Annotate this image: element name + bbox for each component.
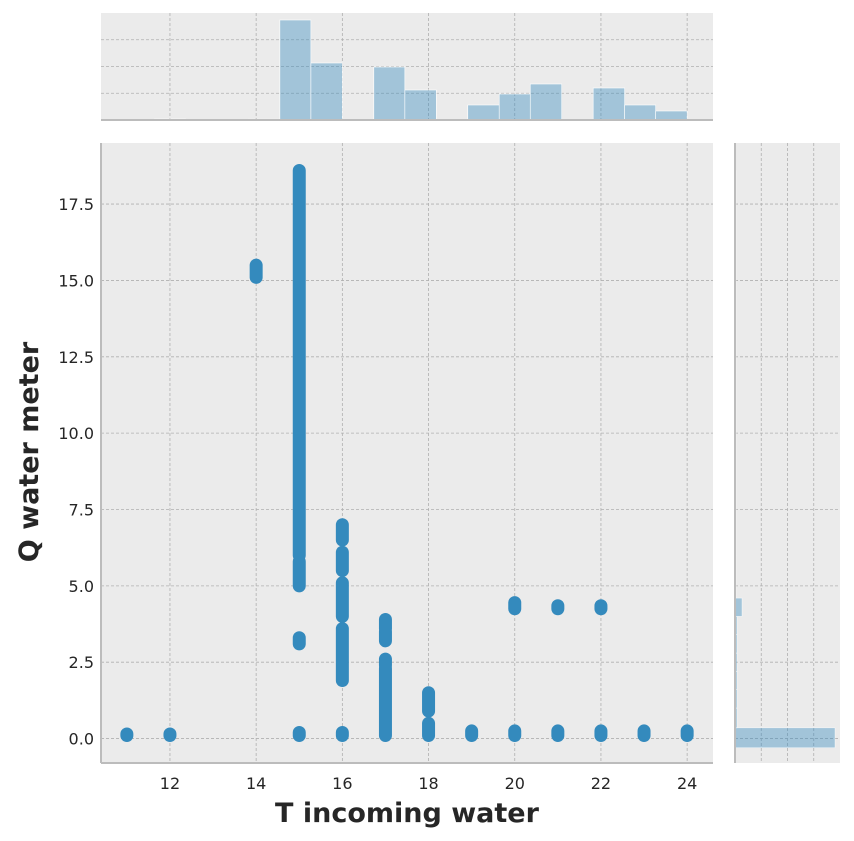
y-axis-title: Q water meter <box>14 341 45 562</box>
x-tick-label: 24 <box>677 774 697 793</box>
y-tick-label: 0.0 <box>69 730 94 749</box>
scatter-point <box>292 163 306 562</box>
scatter-point <box>422 686 436 718</box>
x-tick-label: 12 <box>160 774 180 793</box>
y-tick-label: 7.5 <box>69 501 94 520</box>
scatter-point <box>378 652 392 672</box>
y-tick-label: 12.5 <box>58 348 94 367</box>
scatter-point <box>422 716 436 743</box>
top-histogram-panel <box>101 13 713 121</box>
scatter-point <box>335 518 349 547</box>
scatter-point <box>120 727 134 743</box>
histogram-bar <box>529 83 563 121</box>
histogram-bar <box>734 597 743 617</box>
plot-background <box>101 143 713 763</box>
histogram-bar <box>310 62 343 121</box>
scatter-point <box>508 596 522 616</box>
y-tick-label: 17.5 <box>58 195 94 214</box>
histogram-bar <box>467 104 500 121</box>
scatter-point <box>465 724 479 743</box>
histogram-bar <box>373 66 406 121</box>
x-tick-label: 18 <box>418 774 438 793</box>
scatter-points <box>120 163 694 743</box>
right-histogram-panel <box>734 143 840 763</box>
x-tick-label: 22 <box>591 774 611 793</box>
histogram-bar <box>279 19 312 121</box>
scatter-point <box>163 727 177 743</box>
plot-grid <box>101 143 713 763</box>
right-histogram-grid <box>735 143 840 763</box>
scatter-point <box>292 725 306 743</box>
scatter-point <box>378 612 392 636</box>
scatter-point <box>292 554 306 593</box>
scatter-point <box>335 725 349 743</box>
x-tick-label: 14 <box>246 774 266 793</box>
x-axis-ticks: 12 14 16 18 20 22 24 <box>160 774 698 793</box>
top-histogram-grid <box>101 13 713 120</box>
scatter-point <box>594 599 608 616</box>
histogram-bar <box>624 104 656 121</box>
scatter-point <box>637 724 651 743</box>
y-tick-label: 10.0 <box>58 424 94 443</box>
x-tick-label: 20 <box>505 774 525 793</box>
histogram-bar <box>498 93 531 121</box>
scatter-point <box>335 545 349 578</box>
x-tick-label: 16 <box>332 774 352 793</box>
histogram-bar <box>734 727 836 748</box>
y-tick-label: 5.0 <box>69 577 94 596</box>
y-axis-ticks: 0.0 2.5 5.0 7.5 10.0 12.5 15.0 17.5 <box>58 195 94 748</box>
scatter-point <box>335 576 349 623</box>
histogram-bar <box>404 89 437 121</box>
main-plot-panel: 12 14 16 18 20 22 24 0.0 2.5 5.0 7.5 10.0 12.5 15.0 1… <box>58 143 713 793</box>
top-histogram-bars <box>122 19 688 121</box>
scatter-point <box>335 622 349 688</box>
x-axis-title: T incoming water <box>275 798 540 829</box>
histogram-bar <box>592 87 625 121</box>
scatter-point <box>249 258 263 284</box>
y-tick-label: 15.0 <box>58 271 94 290</box>
scatter-point <box>508 724 522 743</box>
scatter-point <box>680 724 694 743</box>
scatter-point <box>594 724 608 743</box>
y-tick-label: 2.5 <box>69 653 94 672</box>
scatter-point <box>551 599 565 616</box>
histogram-bar <box>655 110 688 121</box>
scatter-point <box>292 631 306 651</box>
scatter-point <box>378 661 392 743</box>
scatter-point <box>551 724 565 743</box>
